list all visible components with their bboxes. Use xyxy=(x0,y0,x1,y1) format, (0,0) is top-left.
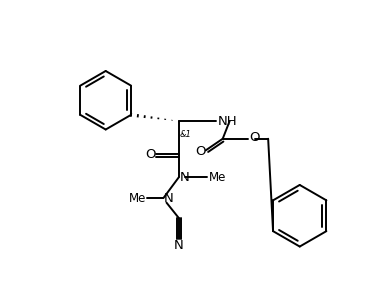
Text: O: O xyxy=(249,131,260,144)
Text: Me: Me xyxy=(209,171,226,184)
Text: Me: Me xyxy=(129,191,146,204)
Text: NH: NH xyxy=(217,115,237,128)
Text: &1: &1 xyxy=(180,130,191,139)
Text: N: N xyxy=(174,239,184,252)
Text: O: O xyxy=(145,148,156,162)
Text: O: O xyxy=(195,145,206,158)
Text: N: N xyxy=(180,171,189,184)
Text: N: N xyxy=(163,191,173,204)
